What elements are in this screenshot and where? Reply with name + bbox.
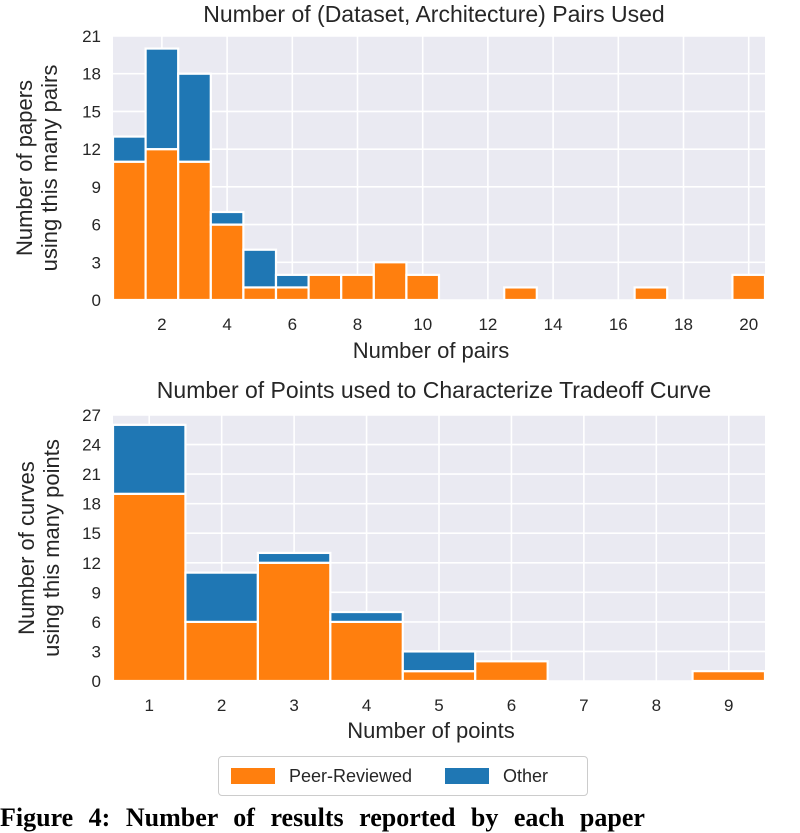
legend-item-peer-reviewed: Peer-Reviewed — [231, 765, 412, 787]
y-axis-label: Number of curves using this many points — [14, 439, 64, 657]
bar-other — [209, 210, 245, 226]
bar-peer-reviewed — [401, 670, 477, 683]
y-tick-label: 27 — [82, 406, 101, 425]
x-tick-label: 8 — [652, 696, 661, 715]
x-tick-label: 2 — [217, 696, 226, 715]
bar-other — [256, 551, 332, 564]
bar-other — [177, 72, 212, 163]
bar-other — [111, 423, 187, 495]
y-tick-label: 12 — [82, 140, 101, 159]
bar-peer-reviewed — [340, 273, 375, 302]
y-tick-label: 18 — [82, 495, 101, 514]
legend-swatch-peer-reviewed — [231, 768, 275, 784]
chart-title: Number of (Dataset, Architecture) Pairs … — [203, 1, 664, 27]
y-tick-label: 12 — [82, 554, 101, 573]
bar-peer-reviewed — [474, 660, 549, 683]
x-tick-label: 7 — [579, 696, 588, 715]
bar-other — [401, 650, 477, 673]
bar-peer-reviewed — [731, 273, 767, 302]
x-axis-label: Number of pairs — [353, 338, 510, 363]
x-tick-label: 10 — [413, 315, 432, 334]
legend-item-other: Other — [445, 765, 548, 787]
figure-caption: Figure 4: Number of results reported by … — [0, 803, 645, 832]
bar-peer-reviewed — [256, 561, 332, 683]
y-tick-label: 0 — [92, 291, 101, 310]
bar-other — [329, 610, 404, 623]
x-tick-label: 3 — [289, 696, 298, 715]
legend-label-peer-reviewed: Peer-Reviewed — [289, 765, 413, 786]
x-tick-label: 6 — [288, 315, 297, 334]
bar-other — [144, 47, 180, 151]
bar-other — [184, 571, 259, 623]
x-tick-label: 16 — [609, 315, 628, 334]
y-tick-label: 21 — [82, 27, 101, 46]
x-tick-label: 6 — [507, 696, 516, 715]
legend: Peer-Reviewed Other — [218, 756, 588, 796]
x-tick-label: 20 — [739, 315, 758, 334]
x-tick-label: 12 — [478, 315, 497, 334]
x-tick-label: 5 — [434, 696, 443, 715]
bar-peer-reviewed — [503, 286, 538, 302]
y-axis-label-line: Number of papers — [12, 80, 37, 256]
x-tick-label: 18 — [674, 315, 693, 334]
y-tick-label: 6 — [92, 216, 101, 235]
bar-peer-reviewed — [405, 273, 441, 302]
y-tick-label: 15 — [82, 102, 101, 121]
y-axis-label-line: Number of curves — [14, 461, 39, 635]
x-tick-label: 1 — [144, 696, 153, 715]
bar-peer-reviewed — [691, 670, 767, 683]
x-tick-label: 4 — [362, 696, 371, 715]
x-tick-label: 9 — [724, 696, 733, 715]
y-tick-label: 6 — [92, 613, 101, 632]
bar-peer-reviewed — [372, 261, 408, 302]
bar-peer-reviewed — [111, 492, 187, 683]
chart-title: Number of Points used to Characterize Tr… — [157, 377, 711, 403]
bar-peer-reviewed — [177, 160, 212, 302]
x-tick-label: 14 — [544, 315, 563, 334]
y-tick-label: 15 — [82, 524, 101, 543]
y-tick-label: 24 — [82, 436, 101, 455]
y-tick-label: 9 — [92, 178, 101, 197]
x-tick-label: 2 — [157, 315, 166, 334]
y-axis-label-line: using this many points — [39, 439, 64, 657]
y-tick-label: 0 — [92, 672, 101, 691]
bar-peer-reviewed — [329, 620, 404, 683]
y-axis-label: Number of papers using this many pairs — [12, 65, 62, 272]
y-tick-label: 9 — [92, 583, 101, 602]
legend-swatch-other — [445, 768, 489, 784]
x-tick-label: 8 — [353, 315, 362, 334]
y-axis-label-line: using this many pairs — [37, 65, 62, 272]
bar-peer-reviewed — [184, 620, 259, 683]
y-tick-label: 3 — [92, 642, 101, 661]
bar-peer-reviewed — [633, 286, 669, 302]
x-axis-label: Number of points — [347, 718, 515, 743]
y-tick-label: 21 — [82, 465, 101, 484]
legend-label-other: Other — [503, 765, 549, 786]
y-tick-label: 18 — [82, 65, 101, 84]
pairs-histogram: 2 4 6 8 10 12 14 16 18 20 0 3 6 9 12 15 18 21 Number of (D… — [12, 1, 767, 363]
x-tick-label: 4 — [222, 315, 231, 334]
y-tick-label: 3 — [92, 253, 101, 272]
bar-other — [242, 248, 278, 289]
